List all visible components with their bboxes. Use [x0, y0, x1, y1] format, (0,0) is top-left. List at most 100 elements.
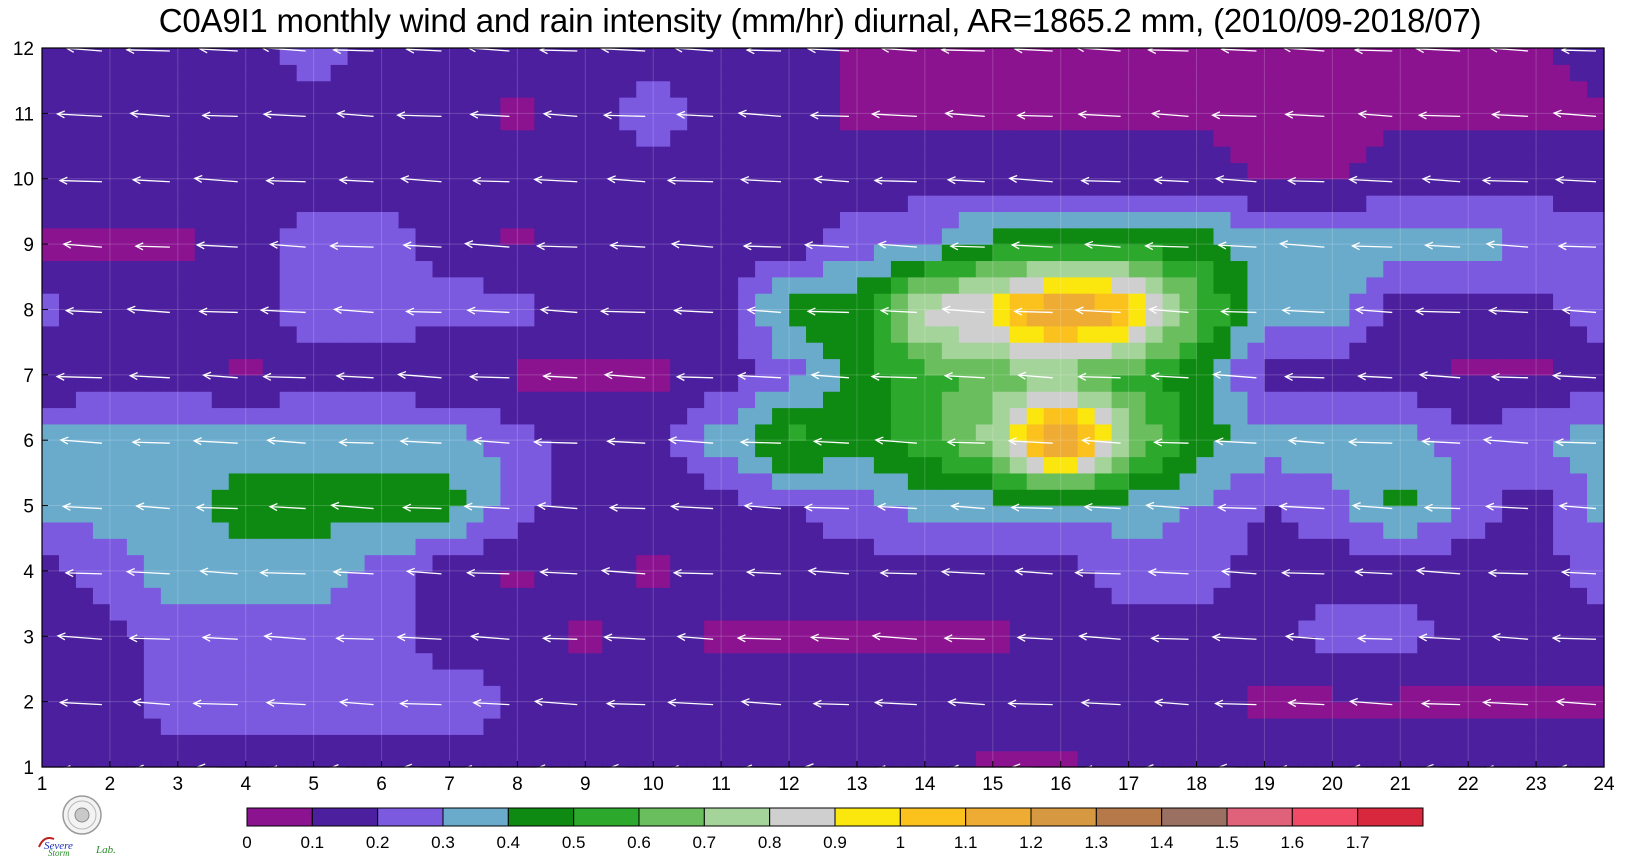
- field-cell: [1060, 244, 1079, 262]
- field-cell: [1298, 129, 1316, 147]
- field-cell: [160, 587, 179, 605]
- field-cell: [653, 734, 671, 752]
- field-cell: [1077, 750, 1096, 768]
- field-cell: [245, 489, 264, 507]
- field-cell: [313, 456, 332, 474]
- field-cell: [636, 178, 654, 196]
- field-cell: [1128, 178, 1147, 196]
- field-cell: [1247, 652, 1266, 670]
- field-cell: [1162, 178, 1181, 196]
- field-cell: [1145, 227, 1164, 245]
- field-cell: [466, 80, 485, 98]
- field-cell: [941, 570, 960, 588]
- field-cell: [1298, 668, 1316, 686]
- wind-arrow-shaft: [471, 635, 510, 640]
- field-cell: [398, 423, 417, 441]
- field-cell: [177, 652, 196, 670]
- field-cell: [1247, 309, 1266, 327]
- field-cell: [1179, 538, 1198, 556]
- field-cell: [534, 358, 552, 376]
- wind-arrow-shaft: [1484, 439, 1529, 444]
- field-cell: [1128, 260, 1147, 278]
- field-cell: [1298, 685, 1316, 703]
- wind-arrow-shaft: [1285, 376, 1325, 379]
- field-cell: [1281, 64, 1299, 82]
- field-cell: [721, 146, 739, 163]
- field-cell: [619, 407, 637, 425]
- field-cell: [262, 211, 281, 229]
- field-cell: [890, 603, 909, 621]
- x-tick-label: 15: [982, 774, 1003, 795]
- field-cell: [517, 309, 535, 327]
- wind-arrow-shaft: [1148, 49, 1189, 52]
- field-cell: [1162, 211, 1181, 229]
- field-cell: [364, 195, 383, 213]
- field-cell: [58, 325, 77, 343]
- field-cell: [568, 570, 586, 588]
- field-cell: [75, 64, 94, 82]
- field-cell: [330, 146, 349, 163]
- field-cell: [1315, 227, 1333, 245]
- field-cell: [1349, 717, 1367, 735]
- field-cell: [432, 423, 451, 441]
- wind-arrow-shaft: [948, 701, 985, 706]
- field-cell: [313, 538, 332, 556]
- wind-arrow-shaft: [808, 570, 850, 575]
- field-cell: [483, 734, 502, 752]
- field-cell: [1145, 358, 1164, 376]
- field-cell: [687, 554, 705, 572]
- field-cell: [1519, 521, 1537, 539]
- wind-arrow-head: [125, 567, 135, 577]
- field-cell: [907, 227, 926, 245]
- field-cell: [738, 342, 756, 360]
- field-cell: [1281, 342, 1299, 360]
- field-cell: [1502, 717, 1520, 735]
- wind-arrow-shaft: [1075, 572, 1121, 575]
- field-cell: [1400, 309, 1418, 327]
- field-cell: [551, 309, 569, 327]
- field-cell: [194, 750, 213, 768]
- field-cell: [1230, 178, 1249, 196]
- colorbar-swatch: [1161, 807, 1228, 827]
- field-cell: [602, 244, 620, 262]
- field-cell: [1434, 587, 1452, 605]
- field-cell: [313, 619, 332, 637]
- field-cell: [890, 668, 909, 686]
- field-cell: [1179, 652, 1198, 670]
- field-cell: [806, 293, 824, 311]
- field-cell: [704, 717, 722, 735]
- field-cell: [1383, 407, 1401, 425]
- field-cell: [1264, 652, 1283, 670]
- field-cell: [636, 325, 654, 343]
- field-cell: [1451, 668, 1469, 686]
- field-cell: [941, 146, 960, 163]
- field-cell: [823, 554, 841, 572]
- field-cell: [58, 423, 77, 441]
- field-cell: [109, 374, 128, 392]
- field-cell: [1468, 717, 1486, 735]
- field-cell: [1468, 80, 1486, 98]
- field-cell: [194, 64, 213, 82]
- field-cell: [500, 570, 518, 588]
- field-cell: [398, 521, 417, 539]
- field-cell: [1332, 407, 1350, 425]
- field-cell: [958, 80, 977, 98]
- field-cell: [313, 293, 332, 311]
- field-cell: [1366, 391, 1384, 409]
- field-cell: [585, 685, 603, 703]
- field-cell: [1587, 244, 1605, 262]
- field-cell: [1451, 342, 1469, 360]
- field-cell: [381, 342, 400, 360]
- field-cell: [1077, 244, 1096, 262]
- field-cell: [1400, 456, 1418, 474]
- field-cell: [500, 391, 518, 409]
- field-cell: [1519, 636, 1537, 654]
- field-cell: [160, 603, 179, 621]
- field-cell: [330, 456, 349, 474]
- field-cell: [1111, 489, 1130, 507]
- field-cell: [1196, 701, 1215, 719]
- field-cell: [313, 146, 332, 163]
- field-cell: [1451, 64, 1469, 82]
- field-cell: [228, 472, 247, 490]
- wind-arrow-shaft: [200, 570, 238, 575]
